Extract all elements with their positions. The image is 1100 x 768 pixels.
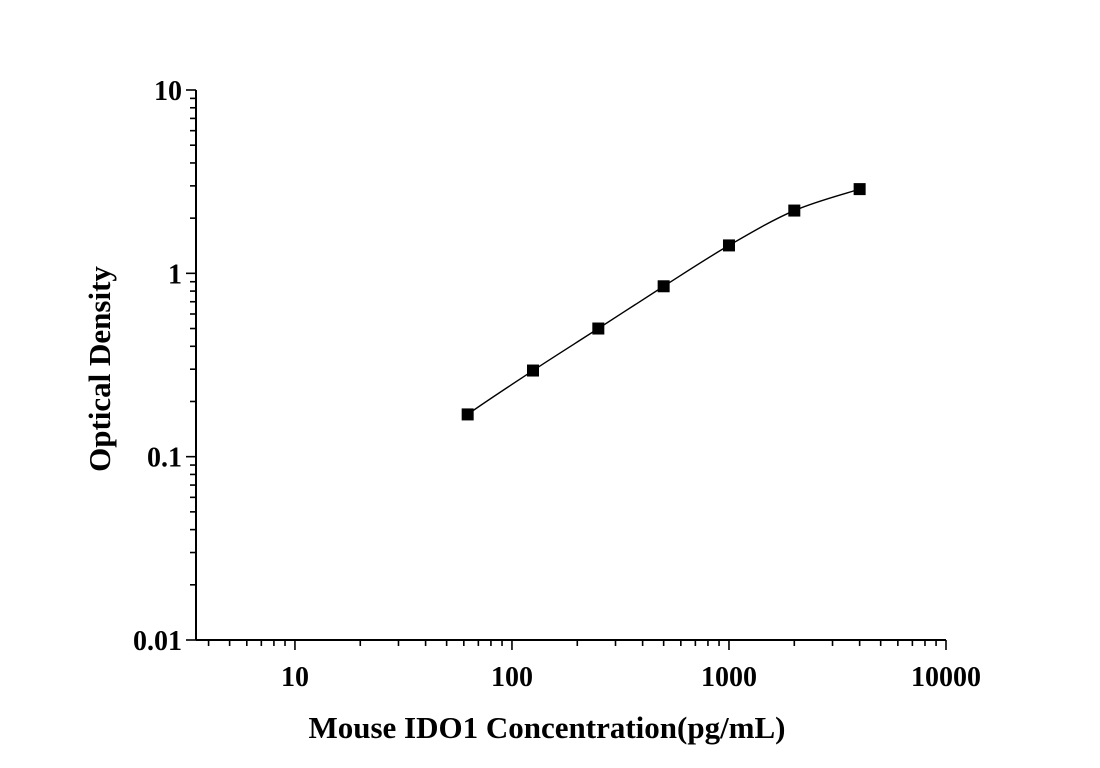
x-axis-ticks: 10 100 1000 10000 [207,640,981,693]
data-point [853,183,866,196]
x-tick-label: 10000 [911,662,981,693]
y-tick-label: 0.1 [147,443,182,474]
x-tick-label: 100 [491,662,533,693]
plot-area [461,183,866,421]
data-point [592,322,605,335]
x-tick-label: 10 [281,662,309,693]
x-tick-label: 1000 [701,662,757,693]
y-axis-title: Optical Density [82,266,117,472]
axes: 10 100 1000 10000 0.01 0.1 1 10 [133,76,981,693]
data-point [788,204,801,217]
data-point [657,280,670,293]
y-tick-label: 10 [154,76,182,107]
fit-curve [462,188,860,420]
data-point [526,364,539,377]
data-markers [461,183,866,421]
data-point [461,408,474,421]
y-tick-label: 1 [168,259,182,290]
y-axis-ticks: 0.01 0.1 1 10 [133,76,196,657]
y-tick-label: 0.01 [133,626,182,657]
x-axis-title: Mouse IDO1 Concentration(pg/mL) [308,710,785,745]
data-point [722,239,735,252]
